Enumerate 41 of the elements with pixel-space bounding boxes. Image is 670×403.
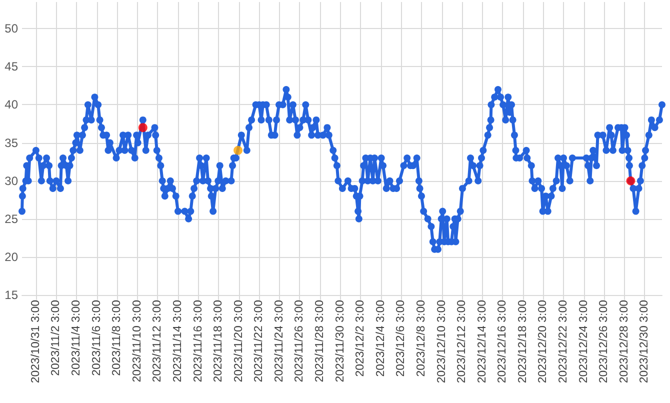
x-tick-label: 2023/11/26 3:00 <box>294 300 306 382</box>
y-tick-label: 45 <box>4 60 18 74</box>
x-tick-label: 2023/11/4 3:00 <box>70 300 83 376</box>
x-tick-label: 2023/12/8 3:00 <box>415 300 428 377</box>
y-tick-label: 50 <box>4 22 18 36</box>
x-tick-label: 2023/12/2 3:00 <box>354 300 367 377</box>
x-tick-label: 2023/11/22 3:00 <box>253 300 266 382</box>
x-tick-label: 2023/11/16 3:00 <box>192 300 204 382</box>
y-tick-label: 15 <box>4 288 18 302</box>
y-tick-label: 25 <box>4 212 18 226</box>
x-tick-label: 2023/11/20 3:00 <box>232 300 245 382</box>
x-tick-label: 2023/11/30 3:00 <box>334 300 346 382</box>
x-tick-label: 2023/12/28 3:00 <box>618 300 630 384</box>
x-tick-label: 2023/10/31 3:00 <box>30 300 42 384</box>
x-tick-label: 2023/12/14 3:00 <box>476 300 488 384</box>
x-tick-label: 2023/12/20 3:00 <box>537 300 550 384</box>
y-tick-label: 20 <box>4 250 18 264</box>
x-tick-label: 2023/11/18 3:00 <box>212 300 225 382</box>
x-tick-label: 2023/12/16 3:00 <box>496 300 509 384</box>
x-tick-label: 2023/12/10 3:00 <box>436 300 448 384</box>
x-tick-label: 2023/12/6 3:00 <box>395 300 408 377</box>
x-tick-label: 2023/12/12 3:00 <box>456 300 468 384</box>
x-tick-label: 2023/11/10 3:00 <box>131 300 144 382</box>
y-tick-label: 30 <box>4 174 18 188</box>
x-tick-label: 2023/11/8 3:00 <box>111 300 124 376</box>
point <box>138 123 148 132</box>
x-tick-label: 2023/11/14 3:00 <box>172 300 184 382</box>
x-tick-label: 2023/11/12 3:00 <box>152 300 164 382</box>
x-tick-label: 2023/12/26 3:00 <box>598 300 610 384</box>
x-tick-label: 2023/11/6 3:00 <box>90 300 103 376</box>
x-tick-label: 2023/11/2 3:00 <box>50 300 62 376</box>
x-tick-label: 2023/11/24 3:00 <box>273 300 286 382</box>
y-tick-label: 40 <box>4 98 18 112</box>
x-tick-label: 2023/12/4 3:00 <box>374 300 387 377</box>
y-tick-label: 35 <box>4 136 18 150</box>
point <box>234 146 243 155</box>
x-tick-label: 2023/12/30 3:00 <box>638 300 651 384</box>
x-tick-label: 2023/11/28 3:00 <box>314 300 326 382</box>
x-tick-label: 2023/12/18 3:00 <box>516 300 529 384</box>
x-tick-label: 2023/12/24 3:00 <box>578 300 590 384</box>
x-tick-label: 2023/12/22 3:00 <box>558 300 570 384</box>
